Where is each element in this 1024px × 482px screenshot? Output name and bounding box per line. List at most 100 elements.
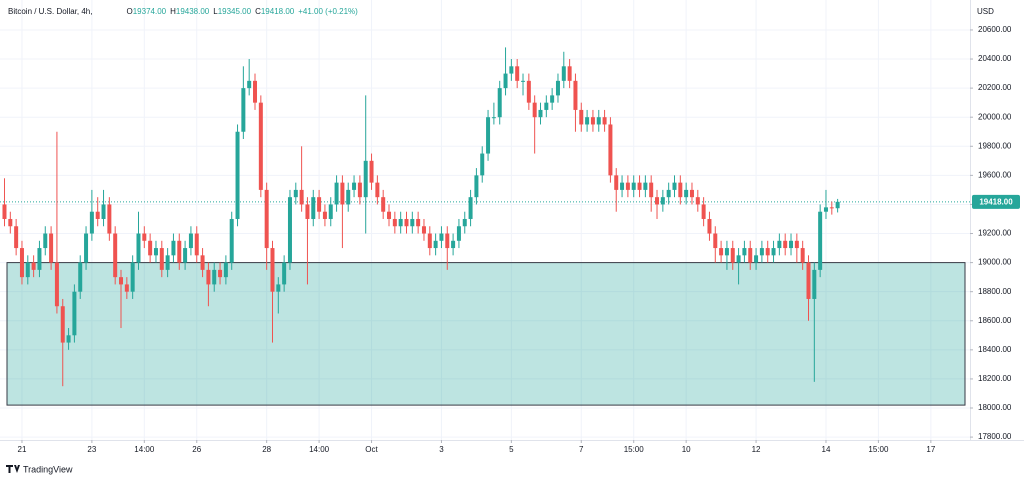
candle-body — [736, 255, 741, 263]
candle-body — [689, 189, 694, 198]
candle-body — [777, 240, 782, 249]
y-tick-label: 18200.00 — [978, 374, 1012, 383]
candle-body — [60, 306, 65, 343]
candle-body — [503, 73, 508, 89]
candle-body — [590, 117, 595, 125]
candle-body — [89, 211, 94, 234]
candle-body — [783, 240, 788, 249]
candle-body — [223, 262, 228, 278]
candle-body — [684, 189, 689, 198]
candle-body — [387, 211, 392, 219]
candle-body — [124, 284, 129, 292]
y-tick-label: 20200.00 — [978, 83, 1012, 92]
candle-body — [561, 66, 566, 81]
ohlc-value: 19374.00 — [133, 7, 167, 16]
candle-body — [66, 335, 71, 343]
candle-body — [253, 80, 258, 103]
candle-body — [701, 204, 706, 219]
candle-body — [142, 233, 147, 241]
candle-body — [19, 248, 24, 278]
candle-body — [823, 207, 828, 212]
candle-body — [625, 182, 630, 190]
y-tick-label: 18000.00 — [978, 403, 1012, 412]
candle-body — [474, 175, 479, 198]
candle-body — [456, 226, 461, 241]
candle-body — [678, 182, 683, 198]
candle-body — [526, 80, 531, 103]
candle-body — [84, 233, 89, 263]
candle-body — [159, 248, 164, 270]
candle-body — [107, 204, 112, 234]
candle-body — [468, 197, 473, 219]
x-tick-label: 14 — [822, 445, 831, 454]
candle-body — [183, 248, 188, 263]
candle-body — [789, 240, 794, 249]
symbol: Bitcoin / U.S. Dollar, 4h, — [8, 7, 92, 16]
candle-body — [305, 204, 310, 219]
candle-body — [730, 248, 735, 263]
candle-body — [31, 262, 36, 270]
candle-body — [410, 218, 415, 227]
x-tick-label: 5 — [509, 445, 514, 454]
y-tick-label: 19200.00 — [978, 229, 1012, 238]
candle-body — [462, 218, 467, 227]
candle-body — [194, 233, 199, 256]
candle-body — [567, 66, 572, 81]
candle-body — [555, 80, 560, 96]
candle-body — [54, 262, 59, 307]
candle-body — [14, 226, 19, 249]
y-tick-label: 20600.00 — [978, 25, 1012, 34]
candle-body — [719, 248, 724, 256]
candle-body — [287, 197, 292, 263]
x-tick-label: 23 — [87, 445, 96, 454]
x-tick-label: 17 — [926, 445, 935, 454]
candle-body — [119, 277, 124, 285]
x-tick-label: 15:00 — [868, 445, 889, 454]
candle-body — [614, 175, 619, 190]
candle-body — [585, 117, 590, 125]
candle-body — [655, 197, 660, 205]
last-price-box — [972, 194, 1020, 209]
ohlc-label: H — [170, 7, 176, 16]
candle-body — [153, 248, 158, 256]
candle-body — [812, 269, 817, 299]
candle-body — [212, 269, 217, 285]
candle-body — [550, 95, 555, 103]
candle-body — [357, 182, 362, 198]
candle-body — [451, 240, 456, 249]
candle-body — [311, 197, 316, 219]
candle-body — [101, 204, 106, 219]
candle-body — [806, 262, 811, 299]
candle-body — [532, 102, 537, 118]
candle-body — [416, 218, 421, 227]
y-tick-label: 17800.00 — [978, 432, 1012, 441]
candle-body — [748, 248, 753, 263]
ohlc-label: C — [255, 7, 261, 16]
candle-body — [369, 160, 374, 183]
candle-body — [771, 248, 776, 256]
candle-body — [713, 233, 718, 249]
candle-body — [835, 201, 840, 209]
candle-body — [2, 204, 7, 219]
candle-body — [148, 240, 153, 256]
candle-body — [637, 182, 642, 190]
y-tick-label: 20400.00 — [978, 54, 1012, 63]
x-tick-label: 21 — [18, 445, 27, 454]
candle-body — [270, 248, 275, 292]
candle-body — [759, 248, 764, 256]
candle-body — [649, 182, 654, 198]
candle-body — [573, 80, 578, 110]
candle-body — [800, 248, 805, 263]
y-tick-label: 18600.00 — [978, 316, 1012, 325]
candle-body — [200, 255, 205, 270]
candle-body — [521, 80, 526, 82]
candle-body — [346, 189, 351, 205]
candle-body — [491, 117, 496, 119]
candle-body — [334, 182, 339, 205]
candle-body — [794, 240, 799, 249]
candle-body — [608, 124, 613, 176]
candle-body — [8, 218, 13, 227]
candle-body — [596, 117, 601, 125]
candle-body — [765, 248, 770, 256]
candle-body — [439, 233, 444, 241]
